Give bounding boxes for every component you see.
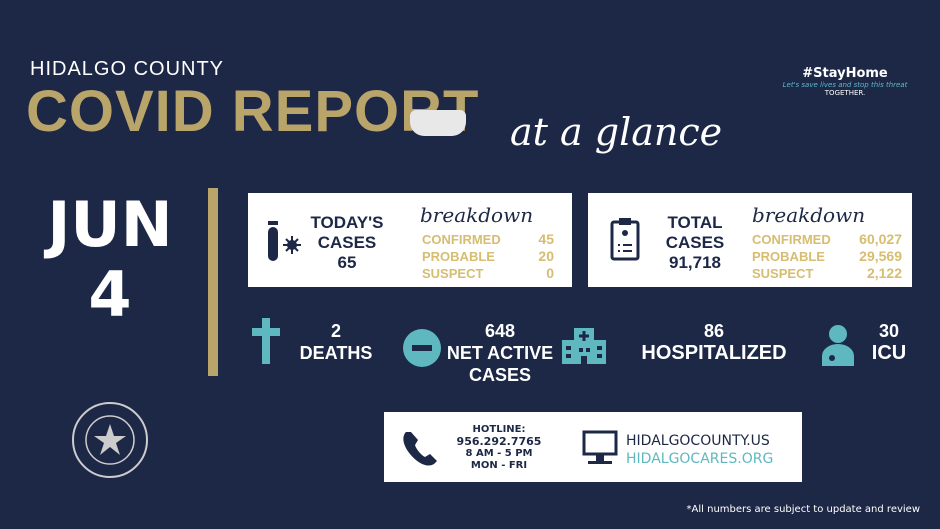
hotline-hours: 8 AM - 5 PM <box>465 448 533 459</box>
row-value: 60,027 <box>859 231 902 247</box>
hotline-label: HOTLINE: <box>472 424 526 435</box>
total-cases-value: 91,718 <box>669 253 721 272</box>
row-value: 29,569 <box>859 248 902 264</box>
active-label: NET ACTIVE <box>446 343 554 363</box>
hospitalized-label: HOSPITALIZED <box>641 342 787 364</box>
row-value: 45 <box>538 231 554 247</box>
table-row: PROBABLE 29,569 <box>750 248 904 265</box>
face-mask-icon <box>410 110 466 136</box>
table-row: SUSPECT 0 <box>420 265 556 282</box>
icu-stat: 30 ICU <box>862 320 916 364</box>
disclaimer-note: *All numbers are subject to update and r… <box>686 504 920 515</box>
total-title-2: CASES <box>665 233 725 252</box>
minus-circle-icon <box>403 329 441 367</box>
hospitalized-value: 86 <box>703 321 725 341</box>
row-label: PROBABLE <box>752 249 825 264</box>
deaths-value: 2 <box>330 321 341 341</box>
contact-panel: HOTLINE: 956.292.7765 8 AM - 5 PM MON - … <box>384 412 802 482</box>
hospitalized-stat: 86 HOSPITALIZED <box>626 320 802 364</box>
doctor-icon <box>822 325 854 366</box>
report-title: COVID REPORT <box>26 79 480 144</box>
test-tube-virus-icon <box>268 221 301 261</box>
today-total: 65 <box>337 253 357 272</box>
report-date: JUN 4 <box>30 190 190 330</box>
hotline-phone[interactable]: 956.292.7765 <box>456 435 542 448</box>
total-cases-card: TOTAL CASES 91,718 breakdown CONFIRMED 60… <box>588 193 912 287</box>
row-label: CONFIRMED <box>422 232 501 247</box>
hospital-icon <box>562 328 606 364</box>
total-title-1: TOTAL <box>667 213 723 232</box>
row-label: CONFIRMED <box>752 232 831 247</box>
total-breakdown-table: CONFIRMED 60,027 PROBABLE 29,569 SUSPECT 2,… <box>750 231 904 282</box>
stay-home-tag: #StayHome <box>802 66 888 81</box>
active-label-2: CASES <box>468 365 531 385</box>
phone-icon <box>403 432 437 466</box>
date-month: JUN <box>47 188 173 261</box>
stay-home-together: TOGETHER. <box>824 89 866 97</box>
computer-icon <box>582 430 618 464</box>
icu-label: ICU <box>871 342 907 364</box>
date-day: 4 <box>88 258 132 331</box>
active-cases-stat: 648 NET ACTIVE CASES <box>444 320 556 386</box>
breakdown-label: breakdown <box>420 203 534 227</box>
cross-icon <box>252 318 280 364</box>
row-value: 2,122 <box>866 265 902 281</box>
today-title-1: TODAY'S <box>310 213 384 232</box>
row-label: PROBABLE <box>422 249 495 264</box>
icu-value: 30 <box>878 321 900 341</box>
today-breakdown-table: CONFIRMED 45 PROBABLE 20 SUSPECT 0 <box>420 231 556 282</box>
stay-home-line: Let's save lives and stop this threat <box>782 81 908 89</box>
report-subtitle: at a glance <box>510 110 723 154</box>
row-label: SUSPECT <box>752 266 814 281</box>
deaths-stat: 2 DEATHS <box>290 320 382 364</box>
todays-cases-card: TODAY'S CASES 65 breakdown CONFIRMED 45 P… <box>248 193 572 287</box>
row-value: 0 <box>546 265 554 281</box>
table-row: PROBABLE 20 <box>420 248 556 265</box>
county-name: HIDALGO COUNTY <box>30 58 225 80</box>
deaths-label: DEATHS <box>299 343 373 363</box>
website-link-cares[interactable]: HIDALGOCARES.ORG <box>626 451 774 467</box>
active-value: 648 <box>484 321 516 341</box>
today-title-2: CASES <box>317 233 377 252</box>
hotline-days: MON - FRI <box>470 460 528 471</box>
table-row: CONFIRMED 45 <box>420 231 556 248</box>
divider <box>208 188 218 376</box>
county-seal <box>72 402 148 478</box>
clipboard-icon <box>610 218 640 261</box>
breakdown-label: breakdown <box>752 203 866 227</box>
table-row: CONFIRMED 60,027 <box>750 231 904 248</box>
row-label: SUSPECT <box>422 266 484 281</box>
row-value: 20 <box>538 248 554 264</box>
star-seal-icon <box>85 415 135 465</box>
website-link-county[interactable]: HIDALGOCOUNTY.US <box>626 433 770 449</box>
stay-home-badge: #StayHome Let's save lives and stop this… <box>770 66 920 97</box>
table-row: SUSPECT 2,122 <box>750 265 904 282</box>
